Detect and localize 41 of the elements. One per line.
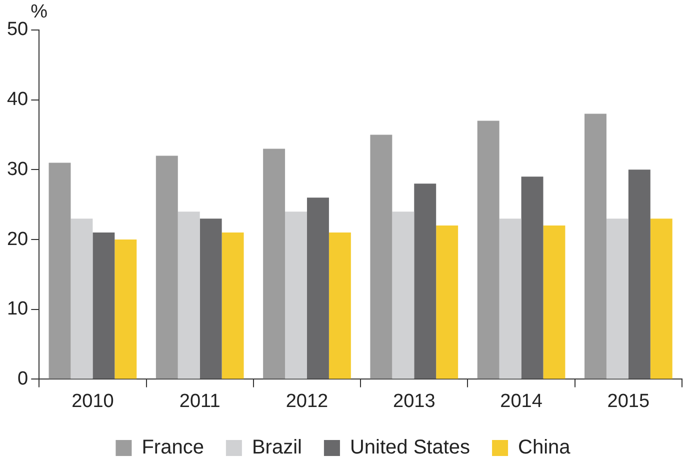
bar	[499, 218, 522, 379]
bar	[114, 240, 137, 379]
legend-label: Brazil	[252, 436, 302, 459]
bar	[328, 232, 351, 379]
legend-label: China	[518, 436, 572, 459]
bar	[521, 176, 544, 379]
bar	[178, 212, 200, 379]
bar	[543, 226, 566, 379]
bar	[48, 162, 71, 379]
legend-label: France	[142, 436, 204, 459]
y-tick-label: 10	[6, 298, 28, 320]
bar	[92, 232, 115, 379]
x-tick-label: 2011	[179, 390, 220, 412]
legend-label: United States	[350, 436, 470, 459]
x-tick-label: 2015	[607, 390, 650, 412]
bar	[285, 212, 307, 379]
bar	[222, 232, 244, 379]
y-tick-label: 20	[6, 228, 28, 250]
bar	[306, 198, 329, 379]
bar	[650, 218, 672, 379]
bar	[200, 218, 222, 379]
bar	[628, 170, 650, 379]
y-tick-label: 30	[6, 158, 28, 180]
y-tick-label: 50	[6, 19, 28, 40]
bar	[370, 134, 392, 379]
bar	[156, 156, 178, 379]
x-tick-label: 2013	[393, 390, 436, 412]
bar	[392, 212, 414, 379]
y-axis-title: %	[30, 2, 48, 23]
bar	[606, 218, 628, 379]
y-tick-label: 40	[6, 89, 28, 110]
y-tick-label: 0	[18, 368, 28, 390]
x-tick-label: 2012	[286, 390, 328, 412]
bar	[70, 218, 93, 379]
x-tick-label: 2010	[72, 390, 114, 412]
bar	[414, 184, 436, 379]
bar	[477, 120, 500, 379]
bar	[436, 226, 458, 379]
x-tick-label: 2014	[500, 390, 543, 412]
bar	[263, 148, 286, 379]
bar	[584, 114, 606, 379]
